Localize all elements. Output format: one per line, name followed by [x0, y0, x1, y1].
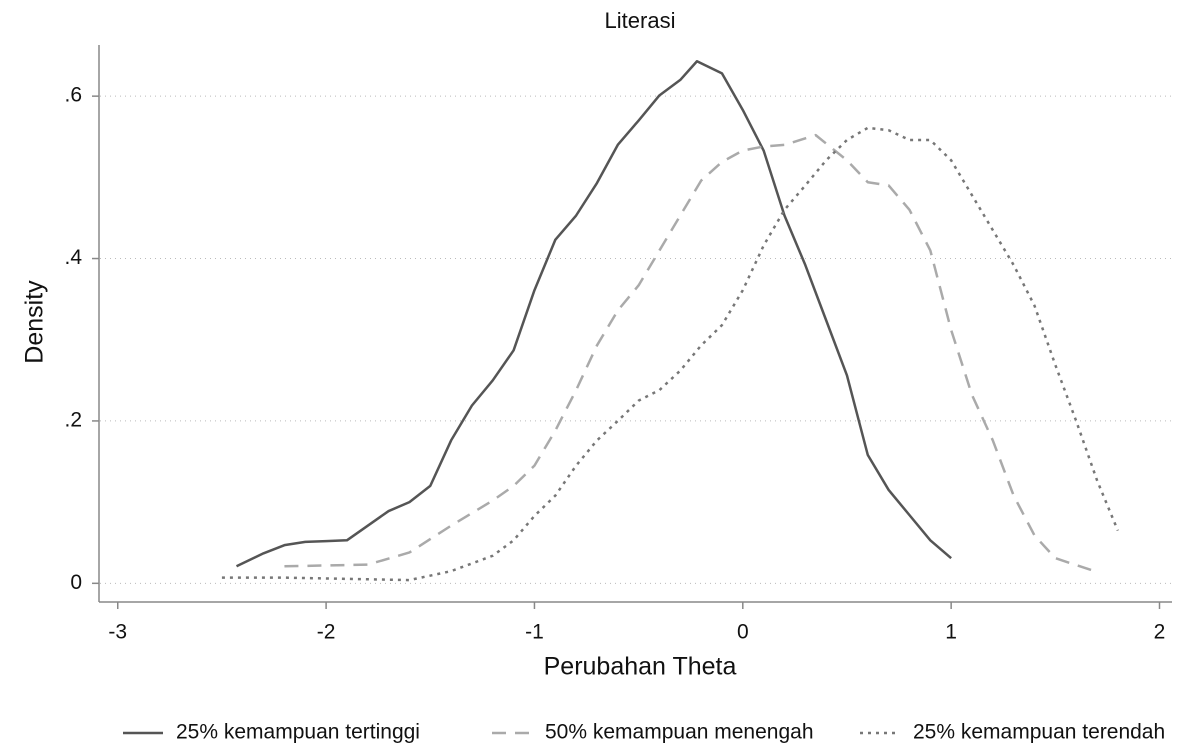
- density-line: [221, 126, 1119, 582]
- x-tick-label: -2: [317, 621, 336, 644]
- legend-label: 25% kemampuan terendah: [913, 721, 1165, 744]
- chart-title: Literasi: [605, 8, 676, 33]
- y-tick-label: .6: [64, 84, 82, 107]
- density-line: [284, 133, 1098, 574]
- density-line: [235, 59, 952, 568]
- x-tick-label: -3: [108, 621, 127, 644]
- x-tick-label: 0: [737, 621, 749, 644]
- legend-label: 25% kemampuan tertinggi: [176, 721, 420, 744]
- y-tick-label: .2: [64, 408, 82, 431]
- x-axis-title: Perubahan Theta: [544, 653, 737, 681]
- x-tick-label: -1: [525, 621, 544, 644]
- y-tick-label: 0: [70, 571, 82, 594]
- y-axis-title: Density: [21, 280, 49, 364]
- x-tick-label: 1: [945, 621, 957, 644]
- y-tick-label: .4: [64, 246, 82, 269]
- legend-label: 50% kemampuan menengah: [545, 721, 814, 744]
- x-tick-label: 2: [1154, 621, 1166, 644]
